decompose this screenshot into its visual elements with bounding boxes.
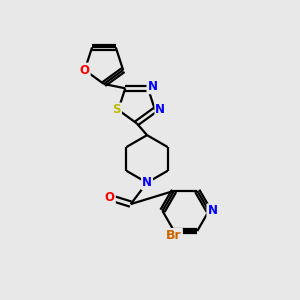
Text: O: O <box>80 64 90 76</box>
Text: N: N <box>207 204 218 218</box>
Text: N: N <box>155 103 165 116</box>
Text: N: N <box>147 80 158 93</box>
Text: Br: Br <box>166 229 182 242</box>
Text: N: N <box>142 176 152 189</box>
Text: S: S <box>112 103 121 116</box>
Text: O: O <box>105 191 115 204</box>
